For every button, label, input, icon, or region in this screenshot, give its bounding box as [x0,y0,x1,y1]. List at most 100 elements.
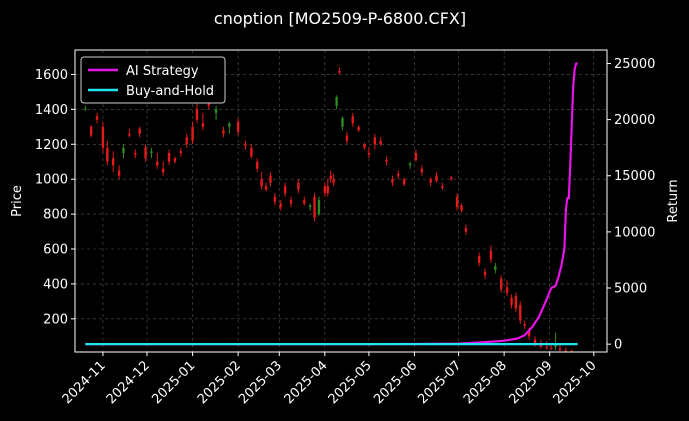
candle-body [250,147,253,157]
candle-body [173,158,177,162]
candle-body [317,200,321,215]
candle-body [499,278,503,290]
candle-body [477,255,481,263]
candle-body [161,168,165,173]
candle-body [89,126,93,136]
candle-body [441,186,444,188]
y-axis-left-label: Price [10,185,25,217]
y-tick-label-left: 1600 [35,68,68,83]
candles [84,67,573,353]
candle-body [138,128,141,134]
candle-body [367,152,371,155]
candle-body [514,296,518,309]
candle-body [323,186,327,194]
candle-body [420,168,424,173]
candle-body [228,123,231,127]
candle-body [303,200,306,204]
candle-body [297,182,300,190]
candle-body [134,152,137,155]
candle-body [450,177,453,180]
candle-body [332,179,335,183]
candle-body [429,179,432,183]
candle-body [122,147,125,153]
y-tick-label-right: 15000 [614,169,655,184]
candle-body [273,196,277,202]
y-tick-label-right: 25000 [614,57,655,72]
legend-label-ai-strategy: AI Strategy [126,64,199,79]
candle-body [558,348,562,351]
candle-body [363,144,366,148]
candle-body [308,205,312,208]
candle-body [408,163,412,166]
candle-body [106,147,109,162]
candle-body [84,108,87,110]
candle-body [391,179,394,183]
candle-body [144,147,147,159]
candle-body [397,173,400,176]
y-tick-label-left: 200 [43,312,68,327]
candle-body [533,339,537,344]
candle-body [510,297,513,305]
candle-body [269,175,272,183]
y-tick-label-left: 1200 [35,138,68,153]
candle-body [523,324,526,326]
grid [75,50,607,352]
candle-body [455,196,459,208]
legend-label-buy-and-hold: Buy-and-Hold [126,84,214,99]
candle-body [195,109,199,120]
candle-body [185,137,188,145]
candle-body [464,228,468,232]
candle-body [527,331,531,337]
y-axis-left: 200 400 600 800 1000 1200 1400 1600 [35,68,75,327]
candle-body [128,133,131,136]
y-tick-label-right: 10000 [614,225,655,240]
candle-body [326,186,329,194]
candle-body [179,151,183,153]
candle-body [483,271,487,276]
y-tick-label-right: 20000 [614,113,655,128]
candle-body [341,118,344,127]
y-tick-label-left: 400 [43,277,68,292]
candle-body [345,135,349,141]
y-tick-label-left: 600 [43,243,68,258]
candle-body [519,304,522,321]
candle-body [112,158,115,166]
candle-body [373,137,377,145]
candle-body [279,203,282,208]
candle-body [379,140,382,145]
candle-body [150,151,153,153]
candle-body [549,347,553,349]
candle-body [414,152,418,160]
candle-body [351,116,354,124]
y-tick-label-left: 800 [43,208,68,223]
candle-body [236,121,240,133]
candle-body [545,346,548,348]
candle-body [460,205,463,211]
candle-body [357,126,360,131]
y-axis-right-label: Return [666,179,681,222]
series-lines [85,62,578,346]
y-tick-label-right: 0 [614,338,622,353]
candle-body [191,126,194,141]
y-tick-label-left: 1400 [35,103,68,118]
y-tick-label-right: 5000 [614,282,647,297]
candle-body [201,123,205,127]
candle-body [329,175,332,180]
candle-body [117,170,121,176]
chart-title: cnoption [MO2509-P-6800.CFX] [214,9,466,28]
candle-body [214,109,218,113]
candle-body [167,152,171,162]
candle-body [313,196,316,218]
candle-body [260,179,263,187]
candle-body [402,179,406,185]
candle-body [156,161,159,166]
candle-body [283,186,287,194]
candle-body [244,144,247,147]
candle-body [101,126,105,148]
candle-body [489,250,493,260]
y-axis-right: 0 5000 10000 15000 20000 25000 [607,57,655,353]
candle-body [256,161,259,169]
y-tick-label-left: 1000 [35,173,68,188]
candle-body [335,97,338,106]
